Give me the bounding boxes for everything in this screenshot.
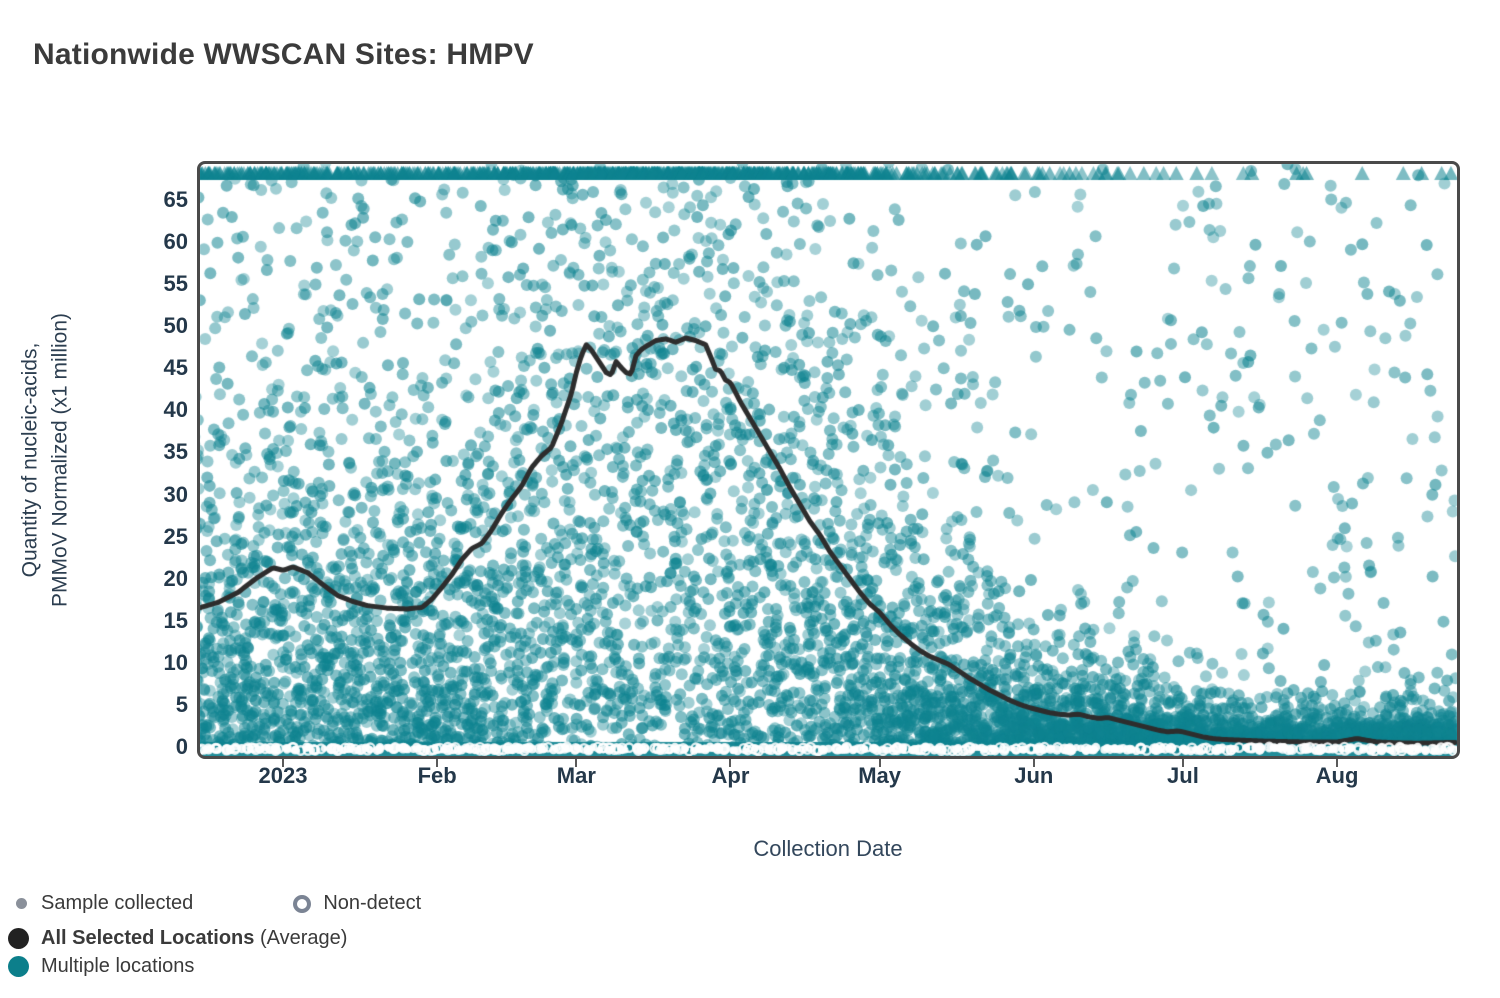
- x-axis-tickmark: [1336, 759, 1339, 767]
- y-tick-label: 65: [163, 186, 188, 212]
- y-tick-label: 30: [163, 481, 188, 507]
- y-tick-label: 15: [163, 607, 188, 633]
- x-axis-tickmark: [729, 759, 732, 767]
- all-selected-locations-label: All Selected Locations: [41, 927, 255, 949]
- x-tick-label: Jul: [1167, 763, 1199, 788]
- x-axis-title: Collection Date: [753, 836, 903, 861]
- y-axis-title-line1: Quantity of nucleic-acids,: [18, 342, 42, 578]
- x-axis-tickmark: [575, 759, 578, 767]
- x-axis-tickmark: [282, 759, 284, 767]
- x-tick-label: May: [858, 763, 902, 788]
- y-tick-label: 10: [163, 649, 188, 675]
- x-axis-tickmark: [1032, 759, 1035, 767]
- x-axis-tickmark: [436, 759, 439, 767]
- non-detect-label: Non-detect: [323, 892, 422, 914]
- all-selected-locations-dot-icon: [8, 928, 29, 949]
- average-suffix-label: (Average): [254, 927, 348, 949]
- y-tick-label: 25: [163, 523, 188, 549]
- page-title: Nationwide WWSCAN Sites: HMPV: [33, 38, 534, 71]
- y-tick-label: 50: [163, 313, 188, 339]
- sample-collected-label: Sample collected: [41, 892, 194, 914]
- legend-row-average: All Selected Locations (Average): [8, 927, 421, 950]
- x-tick-label: Apr: [711, 763, 750, 788]
- x-tick-label: Feb: [417, 763, 457, 788]
- y-tick-label: 60: [163, 229, 188, 255]
- y-tick-label: 5: [175, 691, 188, 717]
- y-tick-label: 40: [163, 397, 188, 423]
- chart-plot-area[interactable]: [198, 162, 1459, 759]
- y-tick-label: 55: [163, 271, 188, 297]
- y-tick-label: 0: [175, 734, 188, 759]
- legend-row-multiple-locations: Multiple locations: [8, 955, 421, 978]
- non-detect-ring-icon: [293, 894, 312, 913]
- multiple-locations-label: Multiple locations: [41, 955, 195, 977]
- y-tick-label: 20: [163, 565, 188, 591]
- y-tick-label: 45: [163, 355, 188, 381]
- x-tick-label: Jun: [1014, 763, 1054, 788]
- y-axis-title-line2: PMMoV Normalized (x1 million): [49, 312, 72, 608]
- sample-collected-dot-icon: [16, 898, 27, 909]
- x-tick-label: Aug: [1315, 763, 1359, 788]
- x-axis-tickmark: [1181, 759, 1184, 767]
- legend-row-samples: Sample collected Non-detect: [8, 892, 421, 915]
- x-tick-label: Mar: [556, 763, 596, 788]
- y-axis-title: Quantity of nucleic-acids, PMMoV Normali…: [16, 180, 77, 740]
- x-tick-label: 2023: [258, 763, 308, 788]
- chart-legend: Sample collected Non-detect All Selected…: [8, 892, 421, 990]
- x-axis-tickmark: [878, 759, 881, 767]
- multiple-locations-dot-icon: [8, 956, 29, 977]
- y-tick-label: 35: [163, 439, 188, 465]
